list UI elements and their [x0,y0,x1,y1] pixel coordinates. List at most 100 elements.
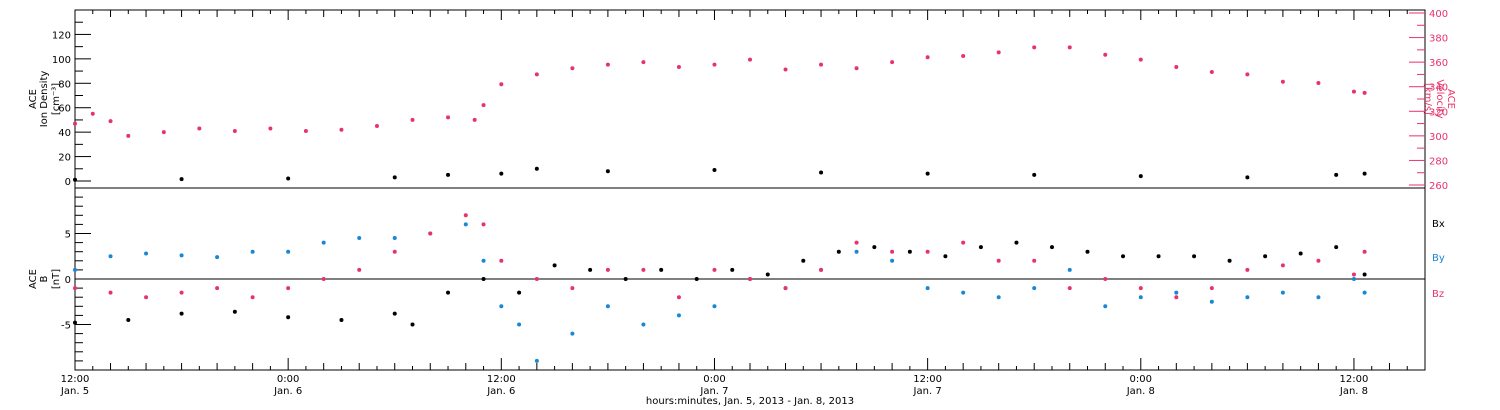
data-point [534,277,539,281]
x-axis-title: hours:minutes, Jan. 5, 2013 - Jan. 8, 20… [646,396,854,407]
data-point [996,258,1001,263]
data-point [712,267,717,272]
top-panel-frame [74,9,1426,189]
data-point [73,286,77,291]
data-point [126,133,131,138]
data-point [215,286,220,291]
data-point [605,62,610,67]
data-point [890,249,895,254]
bottom-legend: Bx By Bz [1432,219,1445,300]
data-point [1032,172,1037,177]
data-point [144,295,149,300]
tick-label: 100 [52,55,71,66]
data-point [1156,254,1161,259]
data-point [872,245,877,250]
data-point [730,267,735,272]
tick-label: 5 [65,230,71,241]
data-point [961,240,966,245]
x-tick-day: Jan. 7 [699,386,728,397]
top-right-axis-line3: [km/s] [1422,83,1433,115]
data-point [552,263,557,268]
data-point [623,277,628,281]
data-point [1280,79,1285,84]
data-point [1245,72,1250,77]
data-point [499,82,504,87]
data-point [1334,172,1339,177]
data-point [1362,249,1367,254]
data-point [321,240,326,245]
data-point [641,60,646,65]
data-point [676,313,681,318]
data-point [392,249,397,254]
x-tick-time: 0:00 [1130,374,1152,385]
data-point [1351,277,1356,281]
data-point [90,111,95,116]
data-point [712,62,717,67]
data-point [570,286,575,291]
data-point [1032,45,1037,50]
data-point [286,176,291,181]
data-point [73,121,77,126]
data-point [108,254,113,259]
data-point [108,119,113,124]
x-tick-day: Jan. 6 [486,386,515,397]
data-point [392,311,397,316]
data-point [1138,174,1143,179]
data-point [907,249,912,254]
data-point [1280,263,1285,268]
data-point [1138,295,1143,300]
data-point [108,290,113,295]
data-point [1103,277,1108,281]
top-right-axis-ticks: 260 280 300 320 340 360 380 400 [1409,9,1448,192]
data-point [570,66,575,71]
data-point [1067,286,1072,291]
data-point [481,277,486,281]
data-point [1192,254,1197,259]
data-point [712,168,717,173]
data-point [854,240,859,245]
legend-entry: Bz [1432,289,1444,300]
data-point [694,277,699,281]
data-point [1334,245,1339,250]
data-point [605,304,610,309]
data-point [1351,89,1356,94]
data-point [179,311,184,316]
data-point [1014,240,1019,245]
top-right-axis-title: ACE Velocity [km/s] [1422,79,1456,118]
data-point [712,304,717,309]
data-point [925,55,930,60]
x-tick-day: Jan. 5 [60,386,89,397]
tick-label: 120 [52,30,71,41]
tick-label: 280 [1429,156,1448,167]
x-tick-day: Jan. 6 [273,386,302,397]
tick-label: 60 [58,104,71,115]
data-point [925,171,930,176]
data-point [1245,295,1250,300]
bottom-panel-points [73,213,1367,363]
data-point [996,295,1001,300]
data-point [517,322,522,327]
data-point [890,60,895,65]
data-point [321,277,326,281]
data-point [1121,254,1126,259]
data-point [286,315,291,320]
data-point [748,57,752,62]
data-point [641,267,646,272]
data-point [357,236,362,241]
data-point [481,222,486,227]
data-point [1085,249,1090,254]
data-point [1351,272,1356,277]
tick-label: 80 [58,79,71,90]
data-point [73,320,77,325]
data-point [943,254,948,259]
data-point [570,331,575,336]
data-point [1174,290,1179,295]
data-point [1362,272,1367,277]
data-point [357,267,362,272]
data-point [534,358,539,363]
data-point [1049,245,1054,250]
data-point [481,258,486,263]
data-point [783,286,788,291]
